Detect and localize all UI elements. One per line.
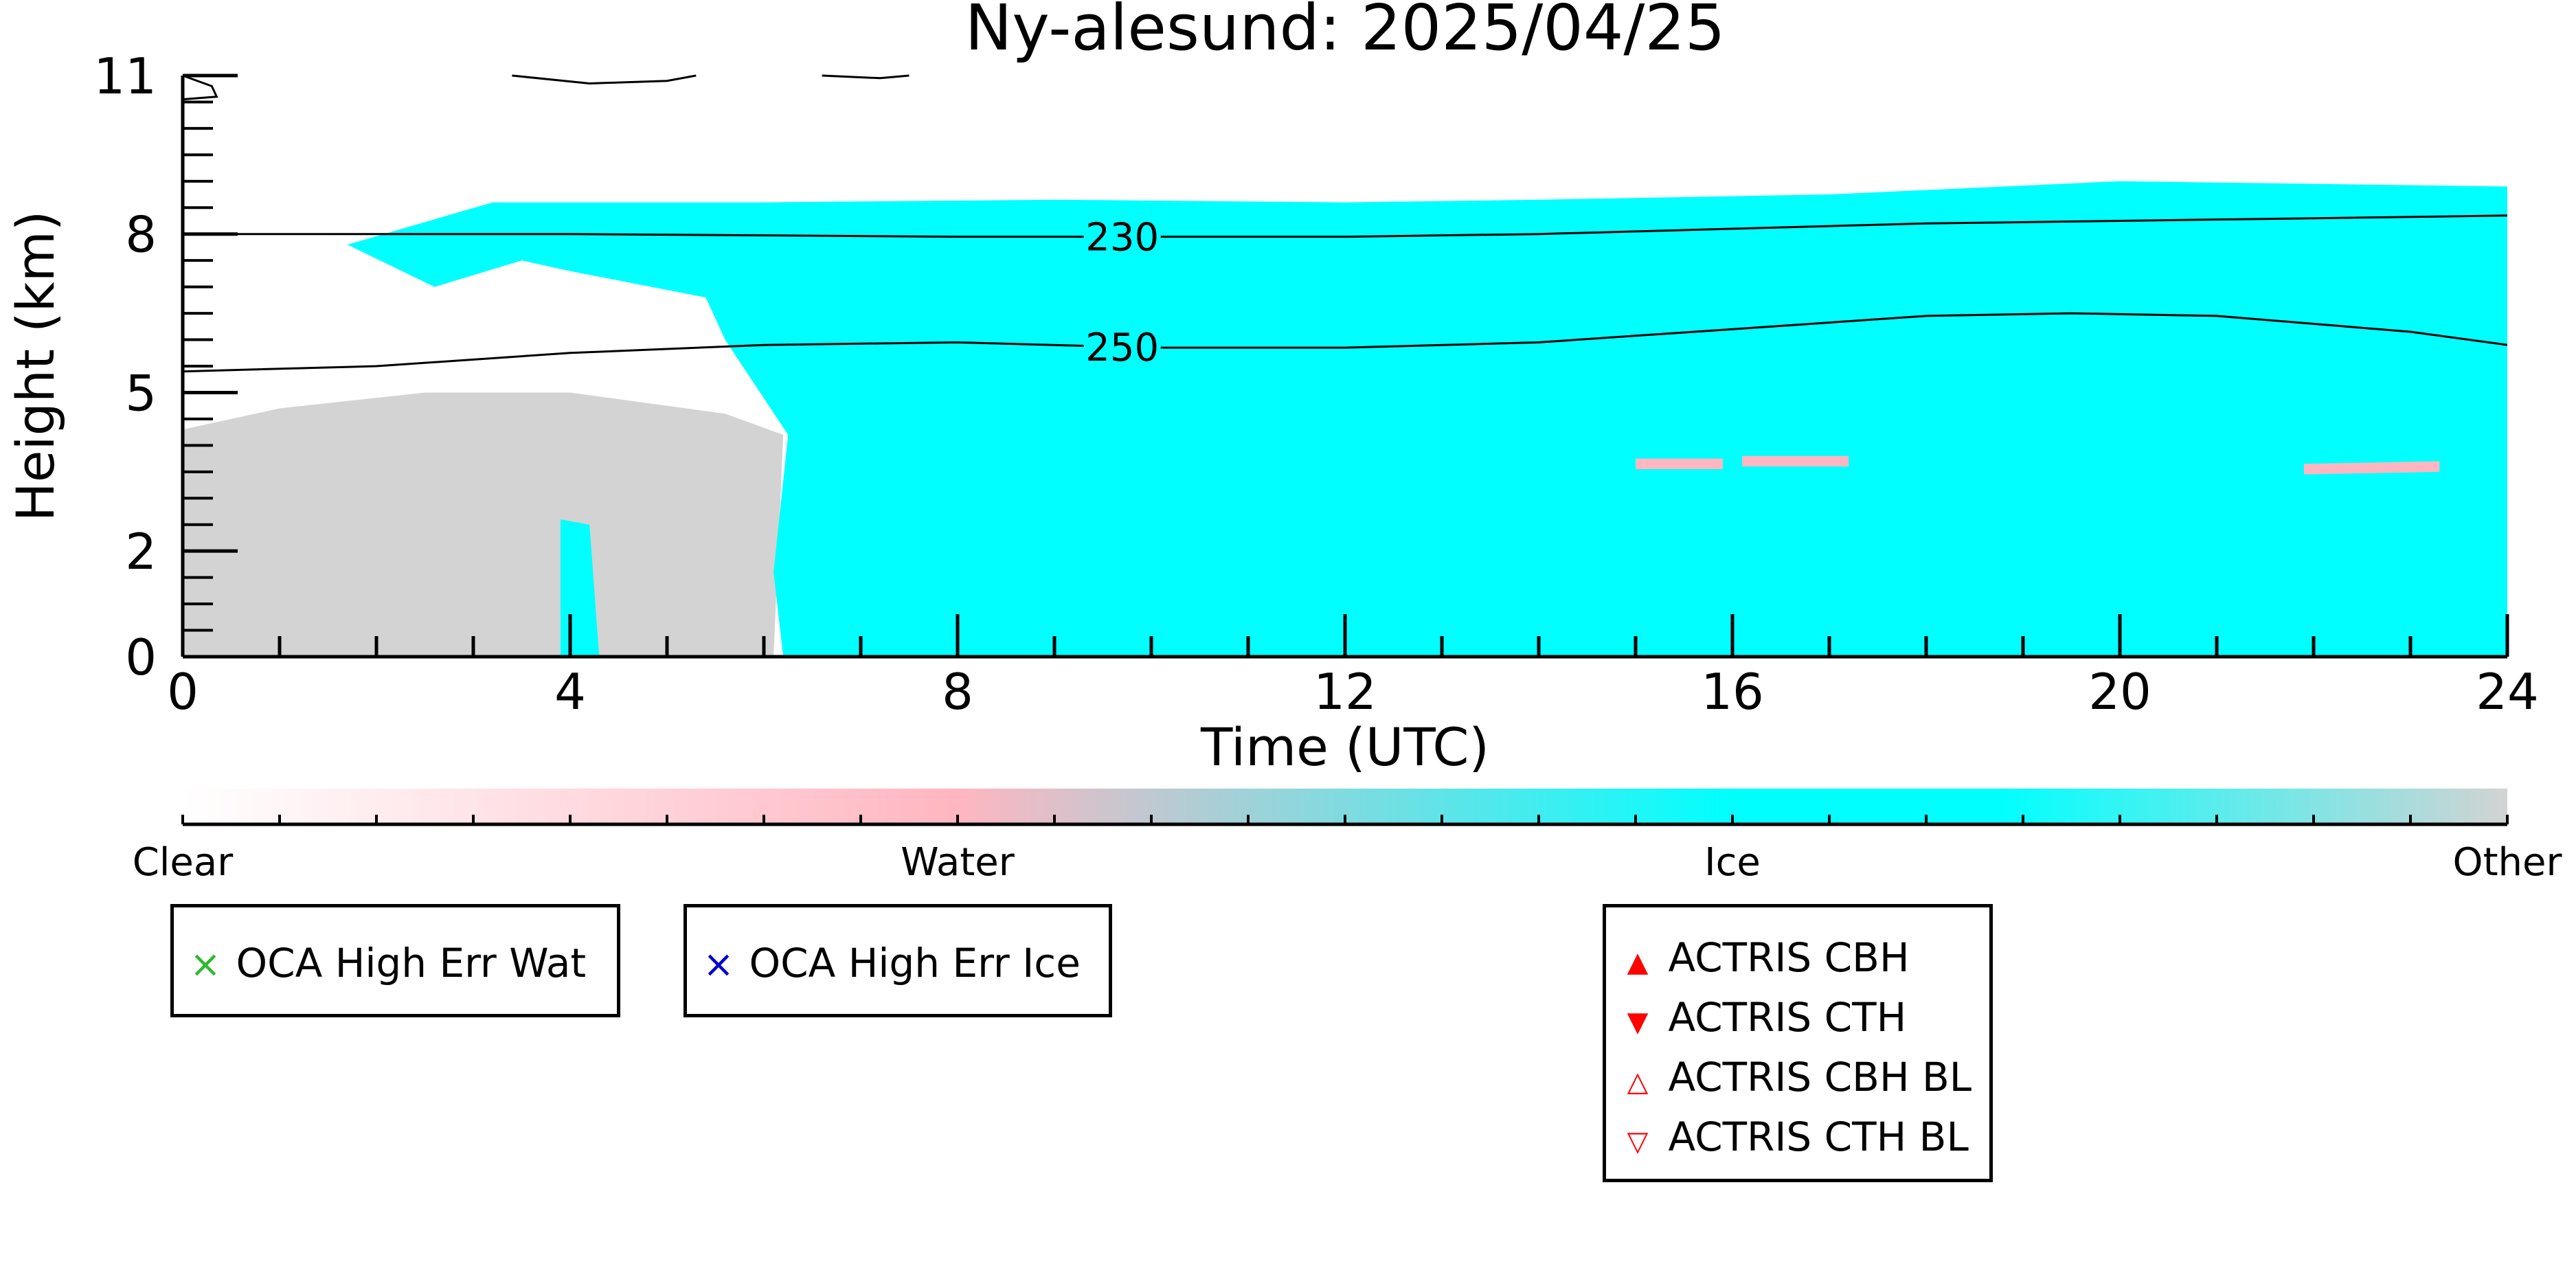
legend-item-actris-cbh: ▲ ACTRIS CBH bbox=[1620, 934, 1910, 986]
cross-marker-icon: × bbox=[703, 942, 734, 986]
legend-item-oca-water: × OCA High Err Wat bbox=[188, 939, 586, 988]
x-tick-label: 0 bbox=[167, 663, 199, 721]
axes: 0 4 8 12 16 20 24 0 2 5 8 11 bbox=[93, 47, 2538, 721]
contour-high-0 bbox=[512, 74, 697, 85]
colorbar-label-ice: Ice bbox=[1704, 840, 1761, 885]
region-water-5 bbox=[1636, 458, 1723, 469]
x-tick-label: 20 bbox=[2088, 663, 2151, 721]
legend-label: ACTRIS CTH bbox=[1668, 994, 1907, 1041]
contour-label: 230 bbox=[1085, 216, 1159, 260]
contour-label: 250 bbox=[1085, 326, 1159, 370]
triangle-up-icon: ▲ bbox=[1627, 947, 1649, 978]
y-tick-label: 11 bbox=[93, 47, 157, 105]
legend-label: ACTRIS CBH bbox=[1668, 934, 1910, 981]
chart-title: Ny-alesund: 2025/04/25 bbox=[965, 0, 1726, 65]
legend-item-actris-cbh-bl: △ ACTRIS CBH BL bbox=[1620, 1053, 1972, 1106]
legend-actris: ▲ ACTRIS CBH ▼ ACTRIS CTH △ ACTRIS CBH B… bbox=[1603, 904, 1993, 1182]
legend-label: ACTRIS CBH BL bbox=[1668, 1054, 1972, 1100]
x-tick-label: 12 bbox=[1313, 663, 1377, 721]
legend-item-actris-cth-bl: ▽ ACTRIS CTH BL bbox=[1620, 1113, 1969, 1166]
contour-250 bbox=[183, 312, 2507, 373]
colorbar-label-water: Water bbox=[901, 840, 1015, 885]
legend-label: OCA High Err Wat bbox=[236, 940, 587, 986]
legend-label: OCA High Err Ice bbox=[749, 940, 1081, 986]
x-tick-label: 24 bbox=[2476, 663, 2539, 721]
triangle-down-outline-icon: ▽ bbox=[1627, 1126, 1649, 1157]
colorbar-label-clear: Clear bbox=[133, 840, 234, 885]
colorbar: Clear Water Ice Other bbox=[133, 789, 2562, 885]
y-tick-label: 8 bbox=[125, 206, 157, 264]
contour-high-2 bbox=[182, 74, 218, 101]
contour-label-bg bbox=[1083, 216, 1161, 258]
x-tick-label: 4 bbox=[554, 663, 586, 721]
x-tick-label: 8 bbox=[942, 663, 973, 721]
region-ice-1 bbox=[347, 181, 2507, 657]
contour-high-1 bbox=[822, 74, 909, 80]
region-water-4 bbox=[2303, 461, 2440, 475]
cross-marker-icon: × bbox=[190, 942, 221, 986]
y-axis-label: Height (km) bbox=[5, 211, 66, 522]
legend-label: ACTRIS CTH BL bbox=[1668, 1114, 1969, 1160]
plot-area: 230 250 bbox=[182, 74, 2507, 657]
x-tick-label: 16 bbox=[1701, 663, 1764, 721]
triangle-up-outline-icon: △ bbox=[1627, 1066, 1649, 1098]
region-water-3 bbox=[1742, 455, 1849, 467]
contour-label-bg bbox=[1083, 326, 1161, 368]
contour-230 bbox=[183, 214, 2507, 238]
y-tick-label: 5 bbox=[125, 364, 157, 422]
legend-oca-ice: × OCA High Err Ice bbox=[683, 904, 1112, 1017]
triangle-down-icon: ▼ bbox=[1627, 1006, 1649, 1038]
legend-oca-water: × OCA High Err Wat bbox=[170, 904, 620, 1017]
y-tick-label: 0 bbox=[125, 629, 157, 686]
region-other-0 bbox=[183, 392, 784, 657]
legend-item-actris-cth: ▼ ACTRIS CTH bbox=[1620, 993, 1907, 1046]
x-axis-label: Time (UTC) bbox=[1200, 716, 1489, 778]
legend-item-oca-ice: × OCA High Err Ice bbox=[701, 939, 1081, 988]
y-tick-label: 2 bbox=[125, 523, 157, 580]
colorbar-label-other: Other bbox=[2452, 840, 2562, 885]
